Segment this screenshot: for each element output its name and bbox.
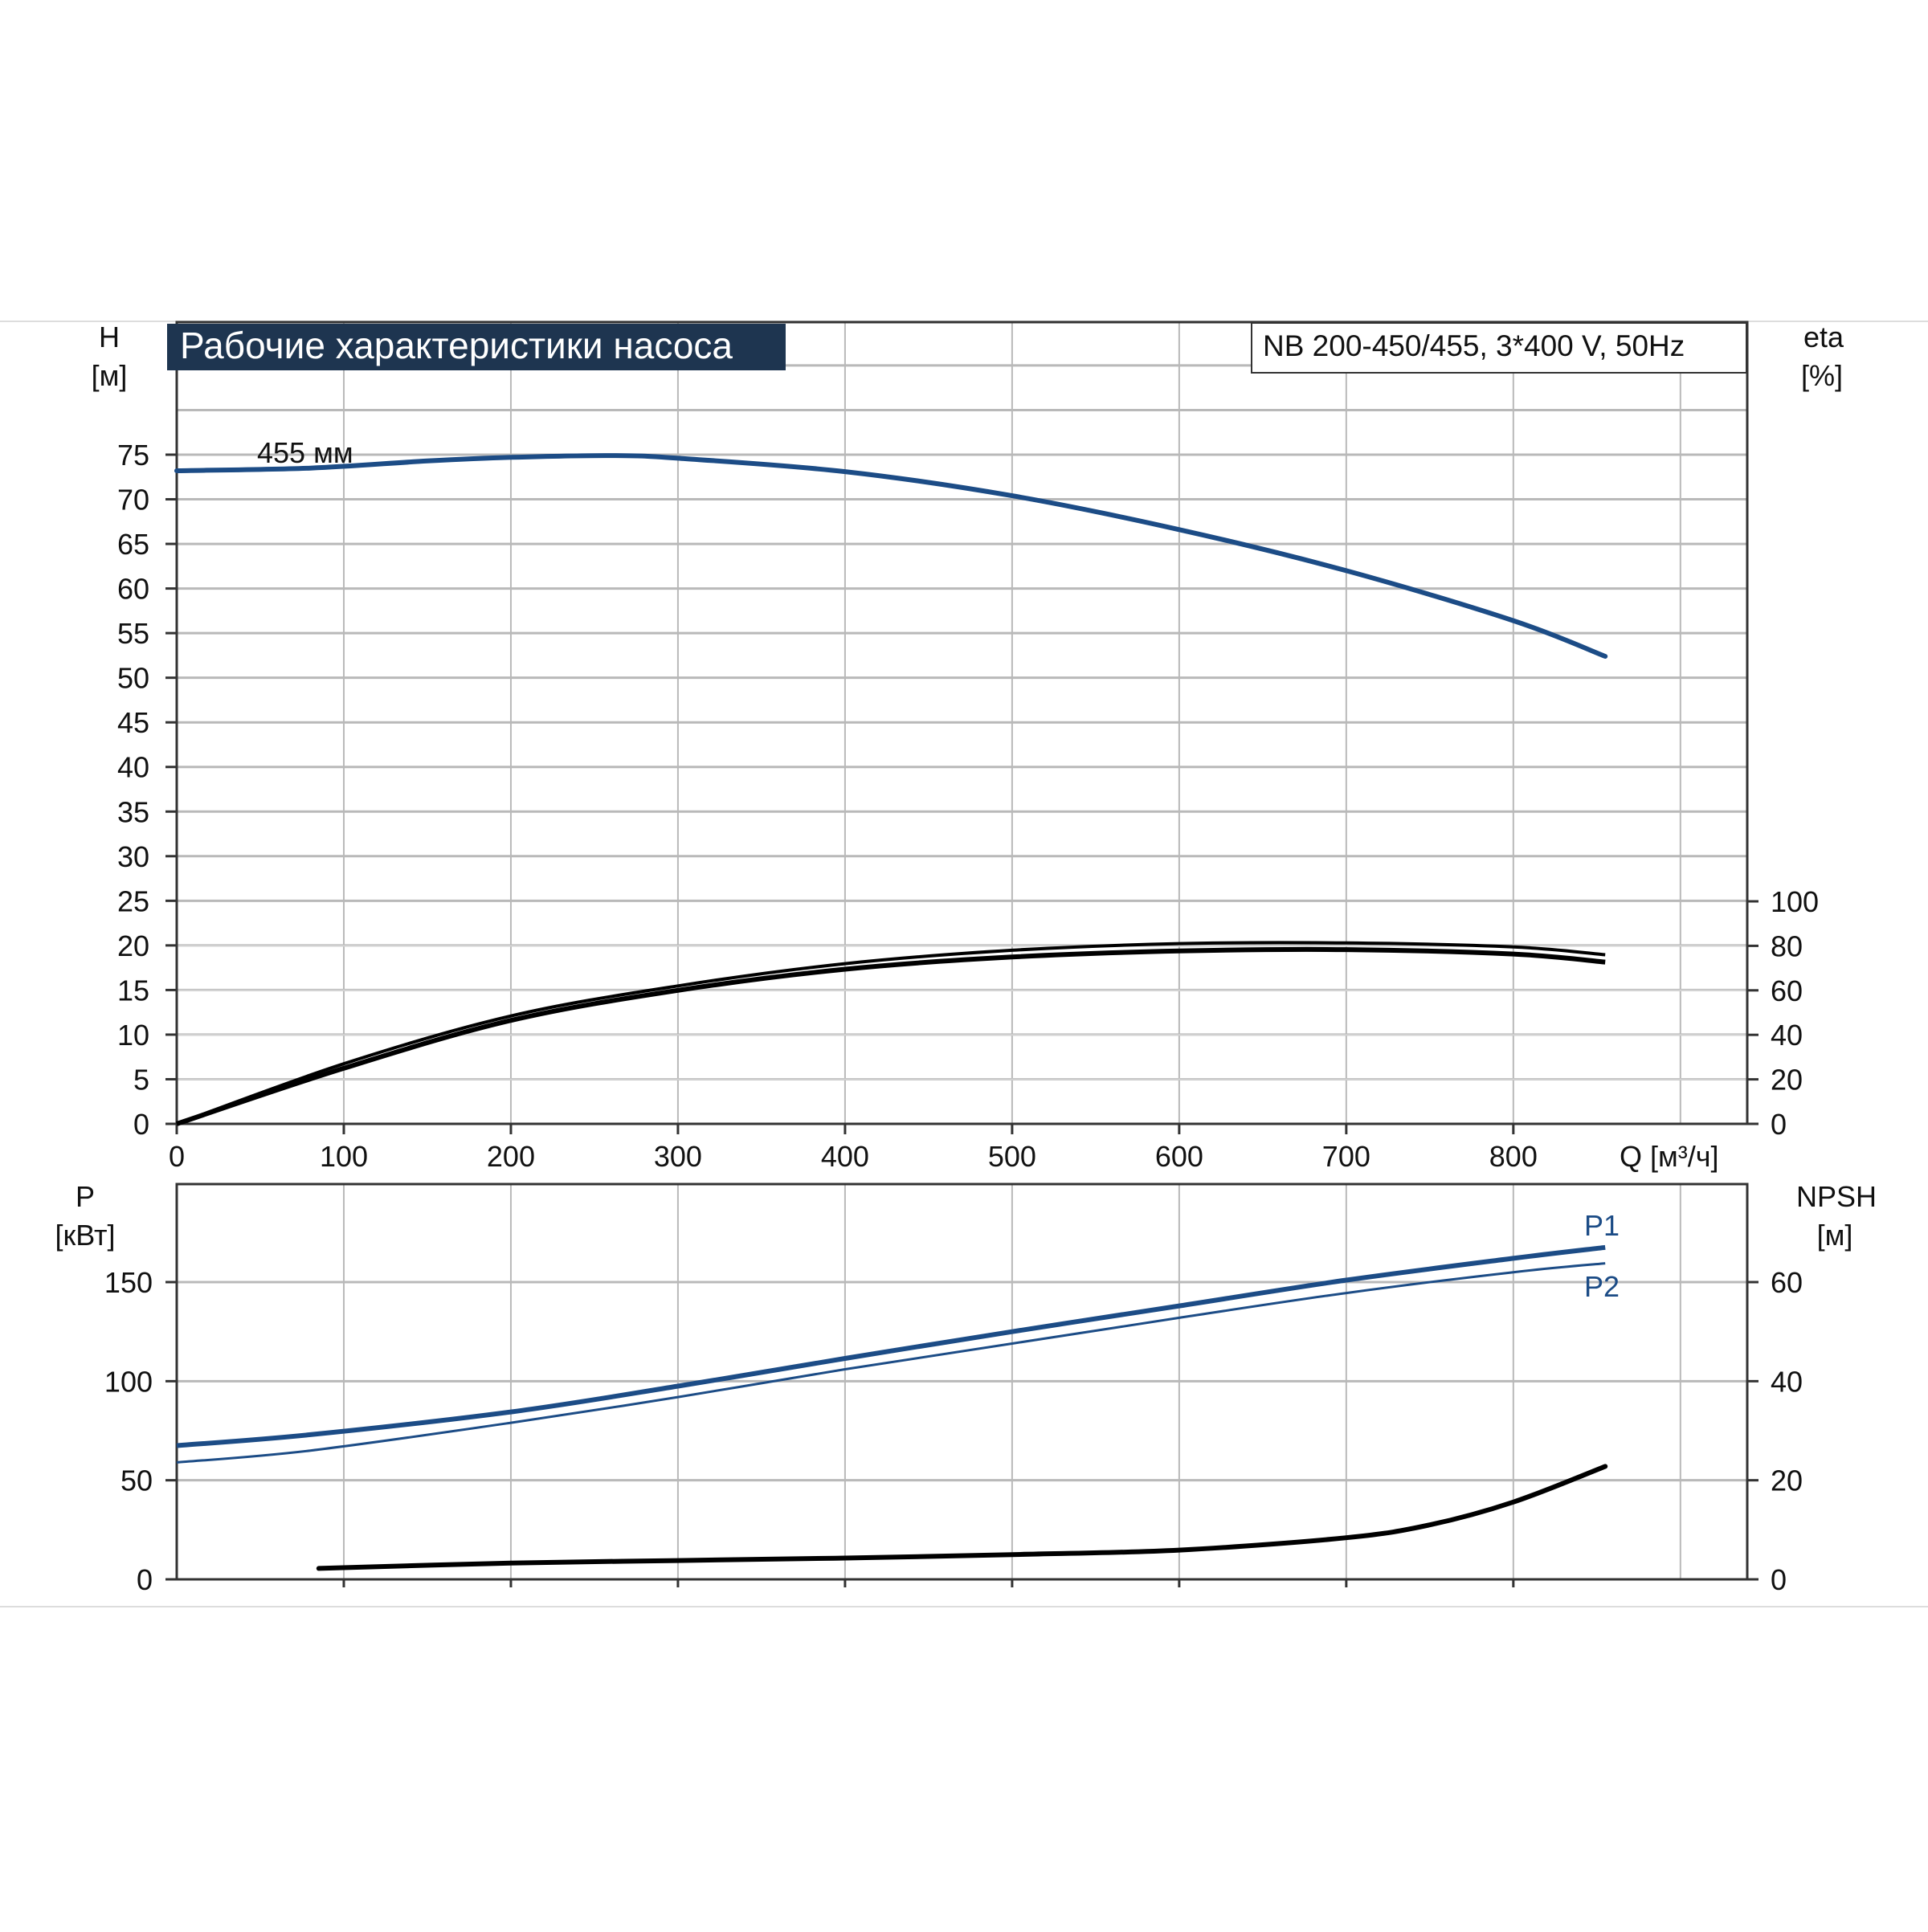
eta-tick-label: 60 xyxy=(1771,974,1803,1007)
h-tick-label: 15 xyxy=(117,974,149,1007)
efficiency-curve-pump xyxy=(176,941,1606,1125)
eta-tick-label: 0 xyxy=(1771,1108,1787,1141)
h-tick-label: 40 xyxy=(117,751,149,784)
efficiency-curve-total xyxy=(176,946,1606,1126)
q-tick-label: 600 xyxy=(1155,1140,1203,1173)
h-tick-label: 45 xyxy=(117,706,149,739)
h-tick-label: 20 xyxy=(117,929,149,962)
chart-title: Рабочие характеристики насоса xyxy=(180,325,733,366)
eta-tick-label: 40 xyxy=(1771,1019,1803,1052)
eta-tick-label: 100 xyxy=(1771,885,1819,918)
q-tick-label: 800 xyxy=(1489,1140,1538,1173)
p-tick-label: 100 xyxy=(104,1365,153,1398)
npsh-tick-label: 0 xyxy=(1771,1563,1787,1596)
model-box xyxy=(1251,322,1747,374)
npsh-axis-unit: [м] xyxy=(1817,1219,1853,1252)
p-tick-label: 150 xyxy=(104,1266,153,1299)
title-box xyxy=(167,324,786,370)
impeller-diameter-label: 455 мм xyxy=(257,436,353,469)
eta-tick-label: 20 xyxy=(1771,1064,1803,1097)
h-tick-label: 65 xyxy=(117,528,149,561)
model-label: NB 200-450/455, 3*400 V, 50Hz xyxy=(1263,329,1685,362)
eta-tick-label: 80 xyxy=(1771,929,1803,962)
npsh-axis-label: NPSH xyxy=(1796,1180,1877,1213)
h-tick-label: 75 xyxy=(117,439,149,472)
h-tick-label: 0 xyxy=(133,1108,149,1141)
h-tick-label: 55 xyxy=(117,617,149,650)
q-tick-label: 300 xyxy=(654,1140,702,1173)
p2-power-curve xyxy=(176,1262,1606,1464)
head-curve-extension xyxy=(176,467,311,472)
h-tick-label: 30 xyxy=(117,840,149,873)
h-tick-label: 60 xyxy=(117,573,149,606)
eta-axis-unit: [%] xyxy=(1801,359,1843,392)
p1-series-label: P1 xyxy=(1584,1209,1620,1242)
q-axis-label: Q [м³/ч] xyxy=(1620,1140,1719,1173)
h-tick-label: 50 xyxy=(117,662,149,695)
q-tick-label: 500 xyxy=(988,1140,1036,1173)
npsh-tick-label: 20 xyxy=(1771,1464,1803,1497)
q-tick-label: 700 xyxy=(1322,1140,1370,1173)
h-tick-label: 35 xyxy=(117,795,149,828)
p2-series-label: P2 xyxy=(1584,1270,1620,1303)
h-tick-label: 70 xyxy=(117,484,149,517)
h-axis-unit: [м] xyxy=(92,359,128,392)
h-axis-label: H xyxy=(99,321,120,353)
q-tick-label: 400 xyxy=(821,1140,869,1173)
p-tick-label: 0 xyxy=(137,1563,153,1596)
series-layer xyxy=(174,453,1608,1571)
lower-grid xyxy=(178,1185,1746,1579)
p1-power-curve xyxy=(176,1244,1606,1448)
h-tick-label: 10 xyxy=(117,1019,149,1052)
ticks-layer: 0 5 10 15 20 25 30 35 40 45 50 55 60 65 70 75 0 20 40 60 80 1… xyxy=(104,439,1819,1596)
h-tick-label: 5 xyxy=(133,1063,149,1096)
eta-axis-label: eta xyxy=(1803,321,1844,353)
p-axis-label: P xyxy=(76,1180,95,1213)
h-tick-label: 25 xyxy=(117,884,149,917)
head-curve xyxy=(174,453,1608,659)
p-tick-label: 50 xyxy=(120,1464,153,1497)
q-tick-label: 0 xyxy=(169,1140,185,1173)
npsh-tick-label: 40 xyxy=(1771,1365,1803,1398)
upper-grid xyxy=(178,323,1746,1123)
q-tick-label: 200 xyxy=(487,1140,535,1173)
npsh-tick-label: 60 xyxy=(1771,1266,1803,1299)
q-tick-label: 100 xyxy=(320,1140,368,1173)
npsh-curve xyxy=(316,1464,1608,1571)
p-axis-unit: [кВт] xyxy=(55,1219,115,1252)
